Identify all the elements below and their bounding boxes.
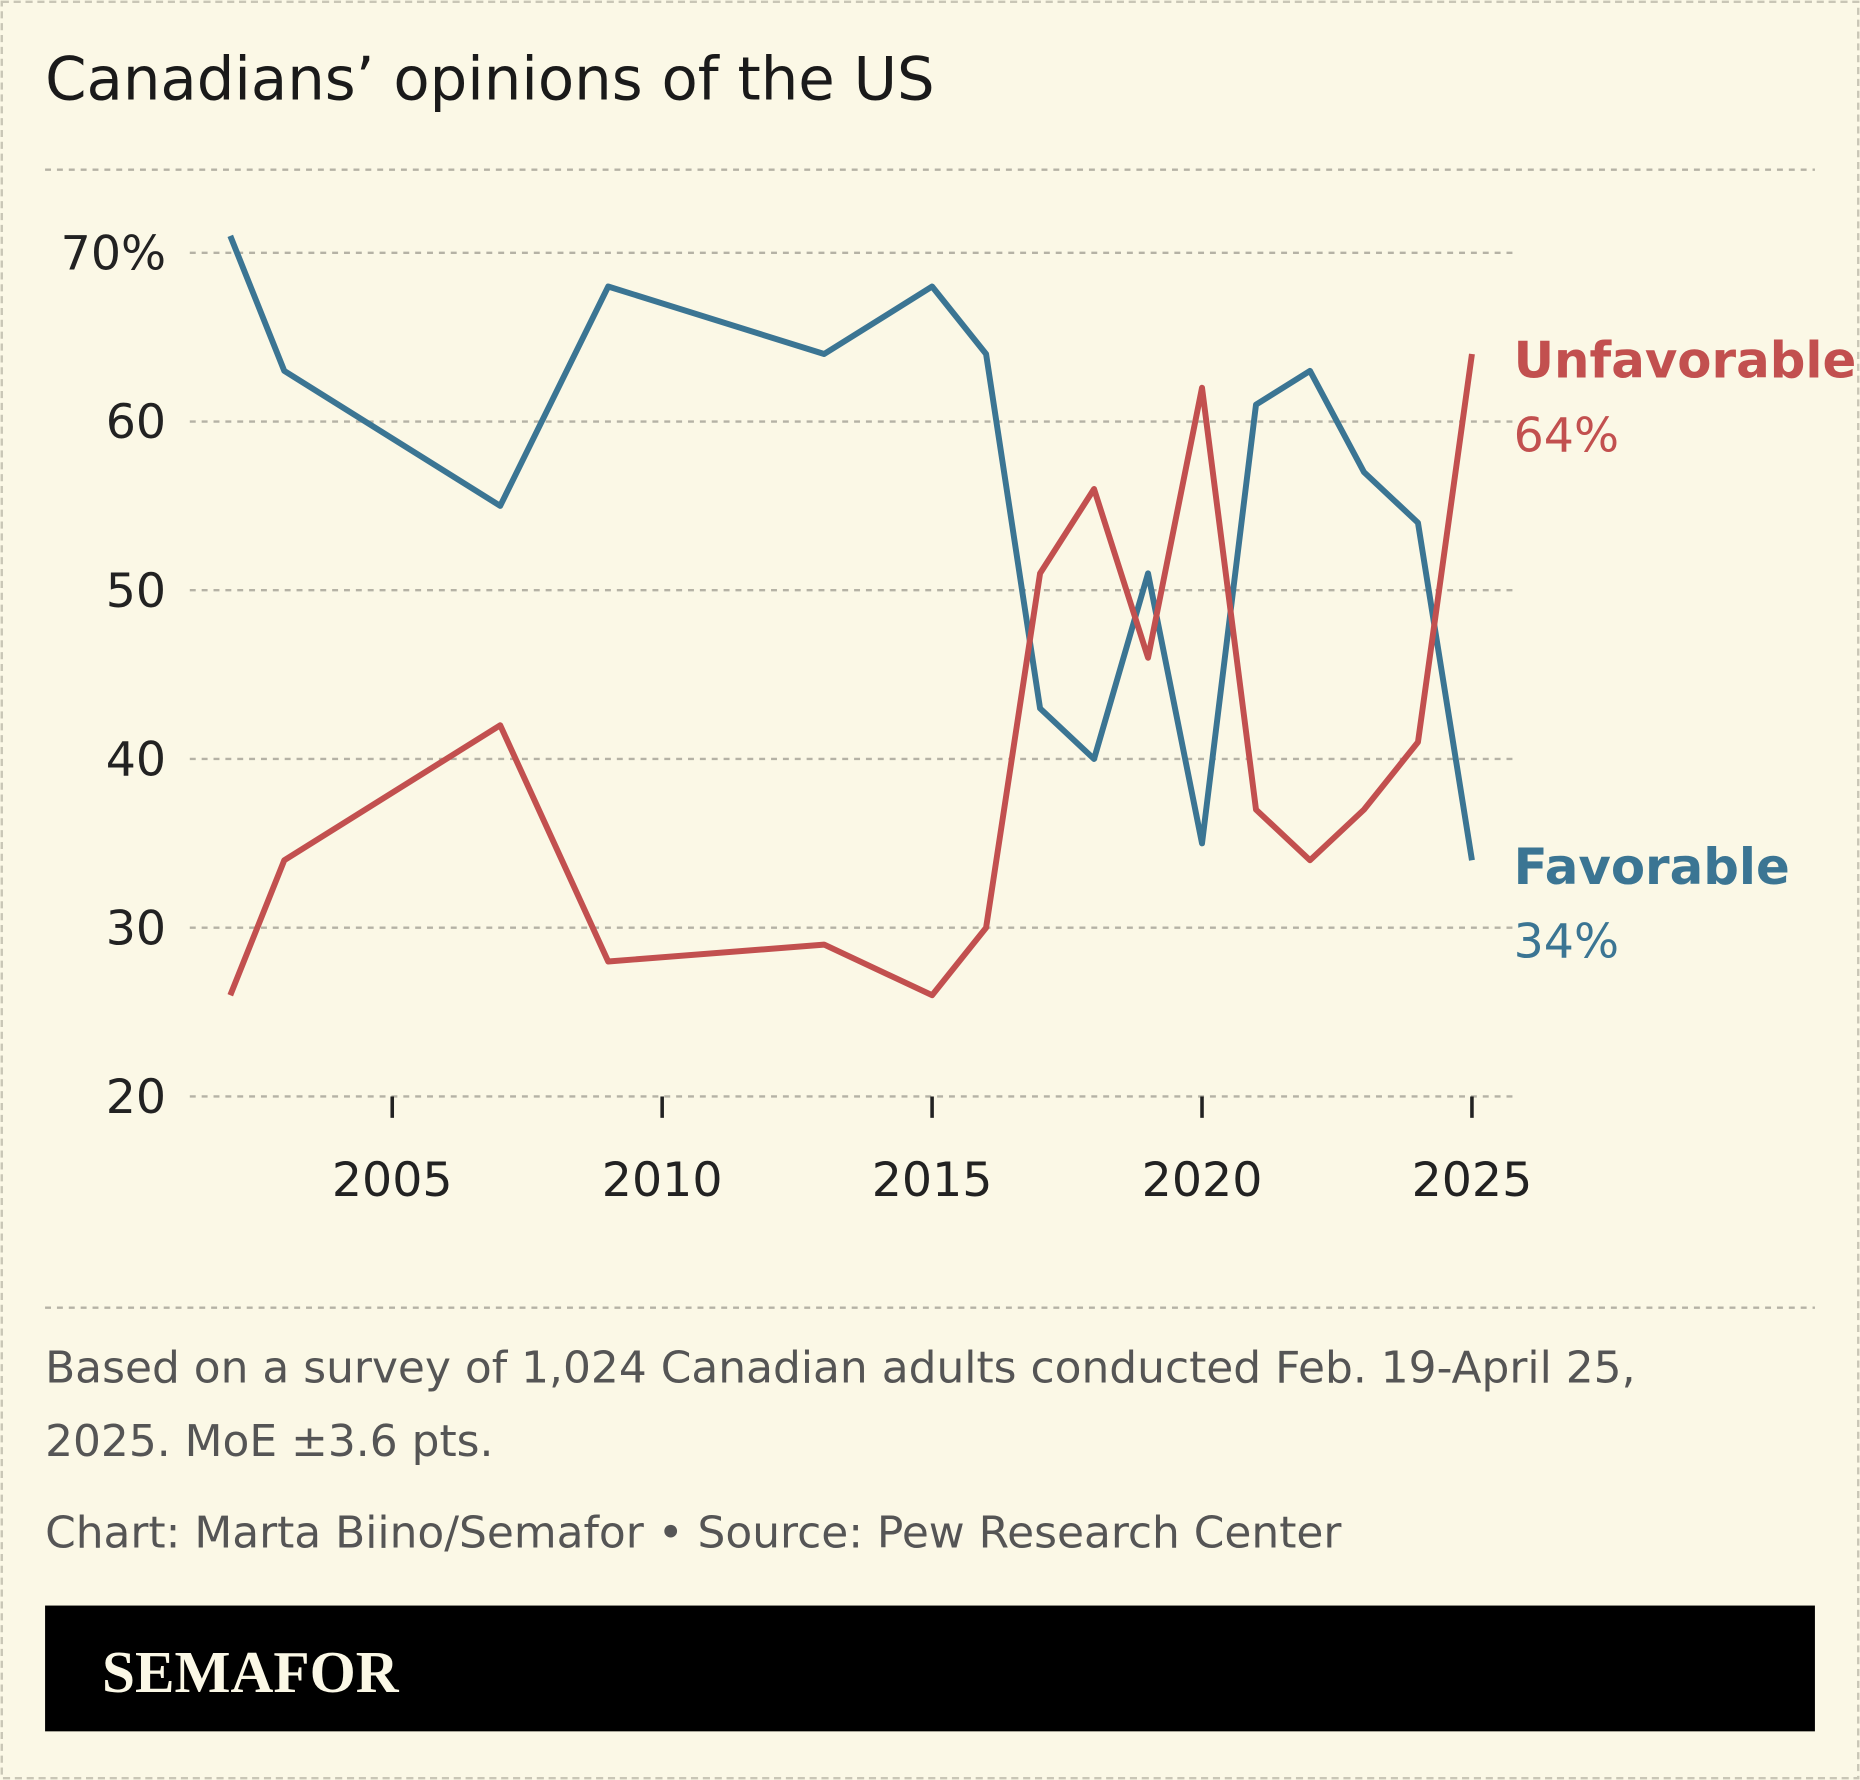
x-tick-label: 2015 xyxy=(872,1153,993,1208)
line xyxy=(227,353,1475,999)
y-tick-label: 20 xyxy=(106,1070,166,1125)
x-tick-label: 2025 xyxy=(1412,1153,1533,1208)
x-tick-label: 2005 xyxy=(332,1153,453,1208)
credit: Chart: Marta Biino/Semafor • Source: Pew… xyxy=(45,1507,1342,1558)
logo-bar xyxy=(45,1605,1815,1732)
x-tick-label: 2020 xyxy=(1142,1153,1263,1208)
value-label: 64% xyxy=(1514,408,1619,463)
logo: SEMAFOR xyxy=(102,1639,400,1705)
note: Based on a survey of 1,024 Canadian adul… xyxy=(45,1342,1636,1467)
line xyxy=(227,234,1475,861)
y-tick-label: 50 xyxy=(106,564,166,619)
series-label: Favorable xyxy=(1514,838,1790,896)
y-tick-label: 60 xyxy=(106,395,166,450)
x-tick-label: 2010 xyxy=(602,1153,723,1208)
note-box: Based on a survey of 1,024 Canadian adul… xyxy=(45,1342,1636,1467)
y-tick-label: 30 xyxy=(106,901,166,956)
chart-title: Canadians’ opinions of the US xyxy=(45,45,935,114)
series-label: Unfavorable xyxy=(1514,332,1857,390)
y-tick-label: 70% xyxy=(61,226,166,281)
y-tick-label: 40 xyxy=(106,733,166,788)
value-label: 34% xyxy=(1514,915,1619,970)
